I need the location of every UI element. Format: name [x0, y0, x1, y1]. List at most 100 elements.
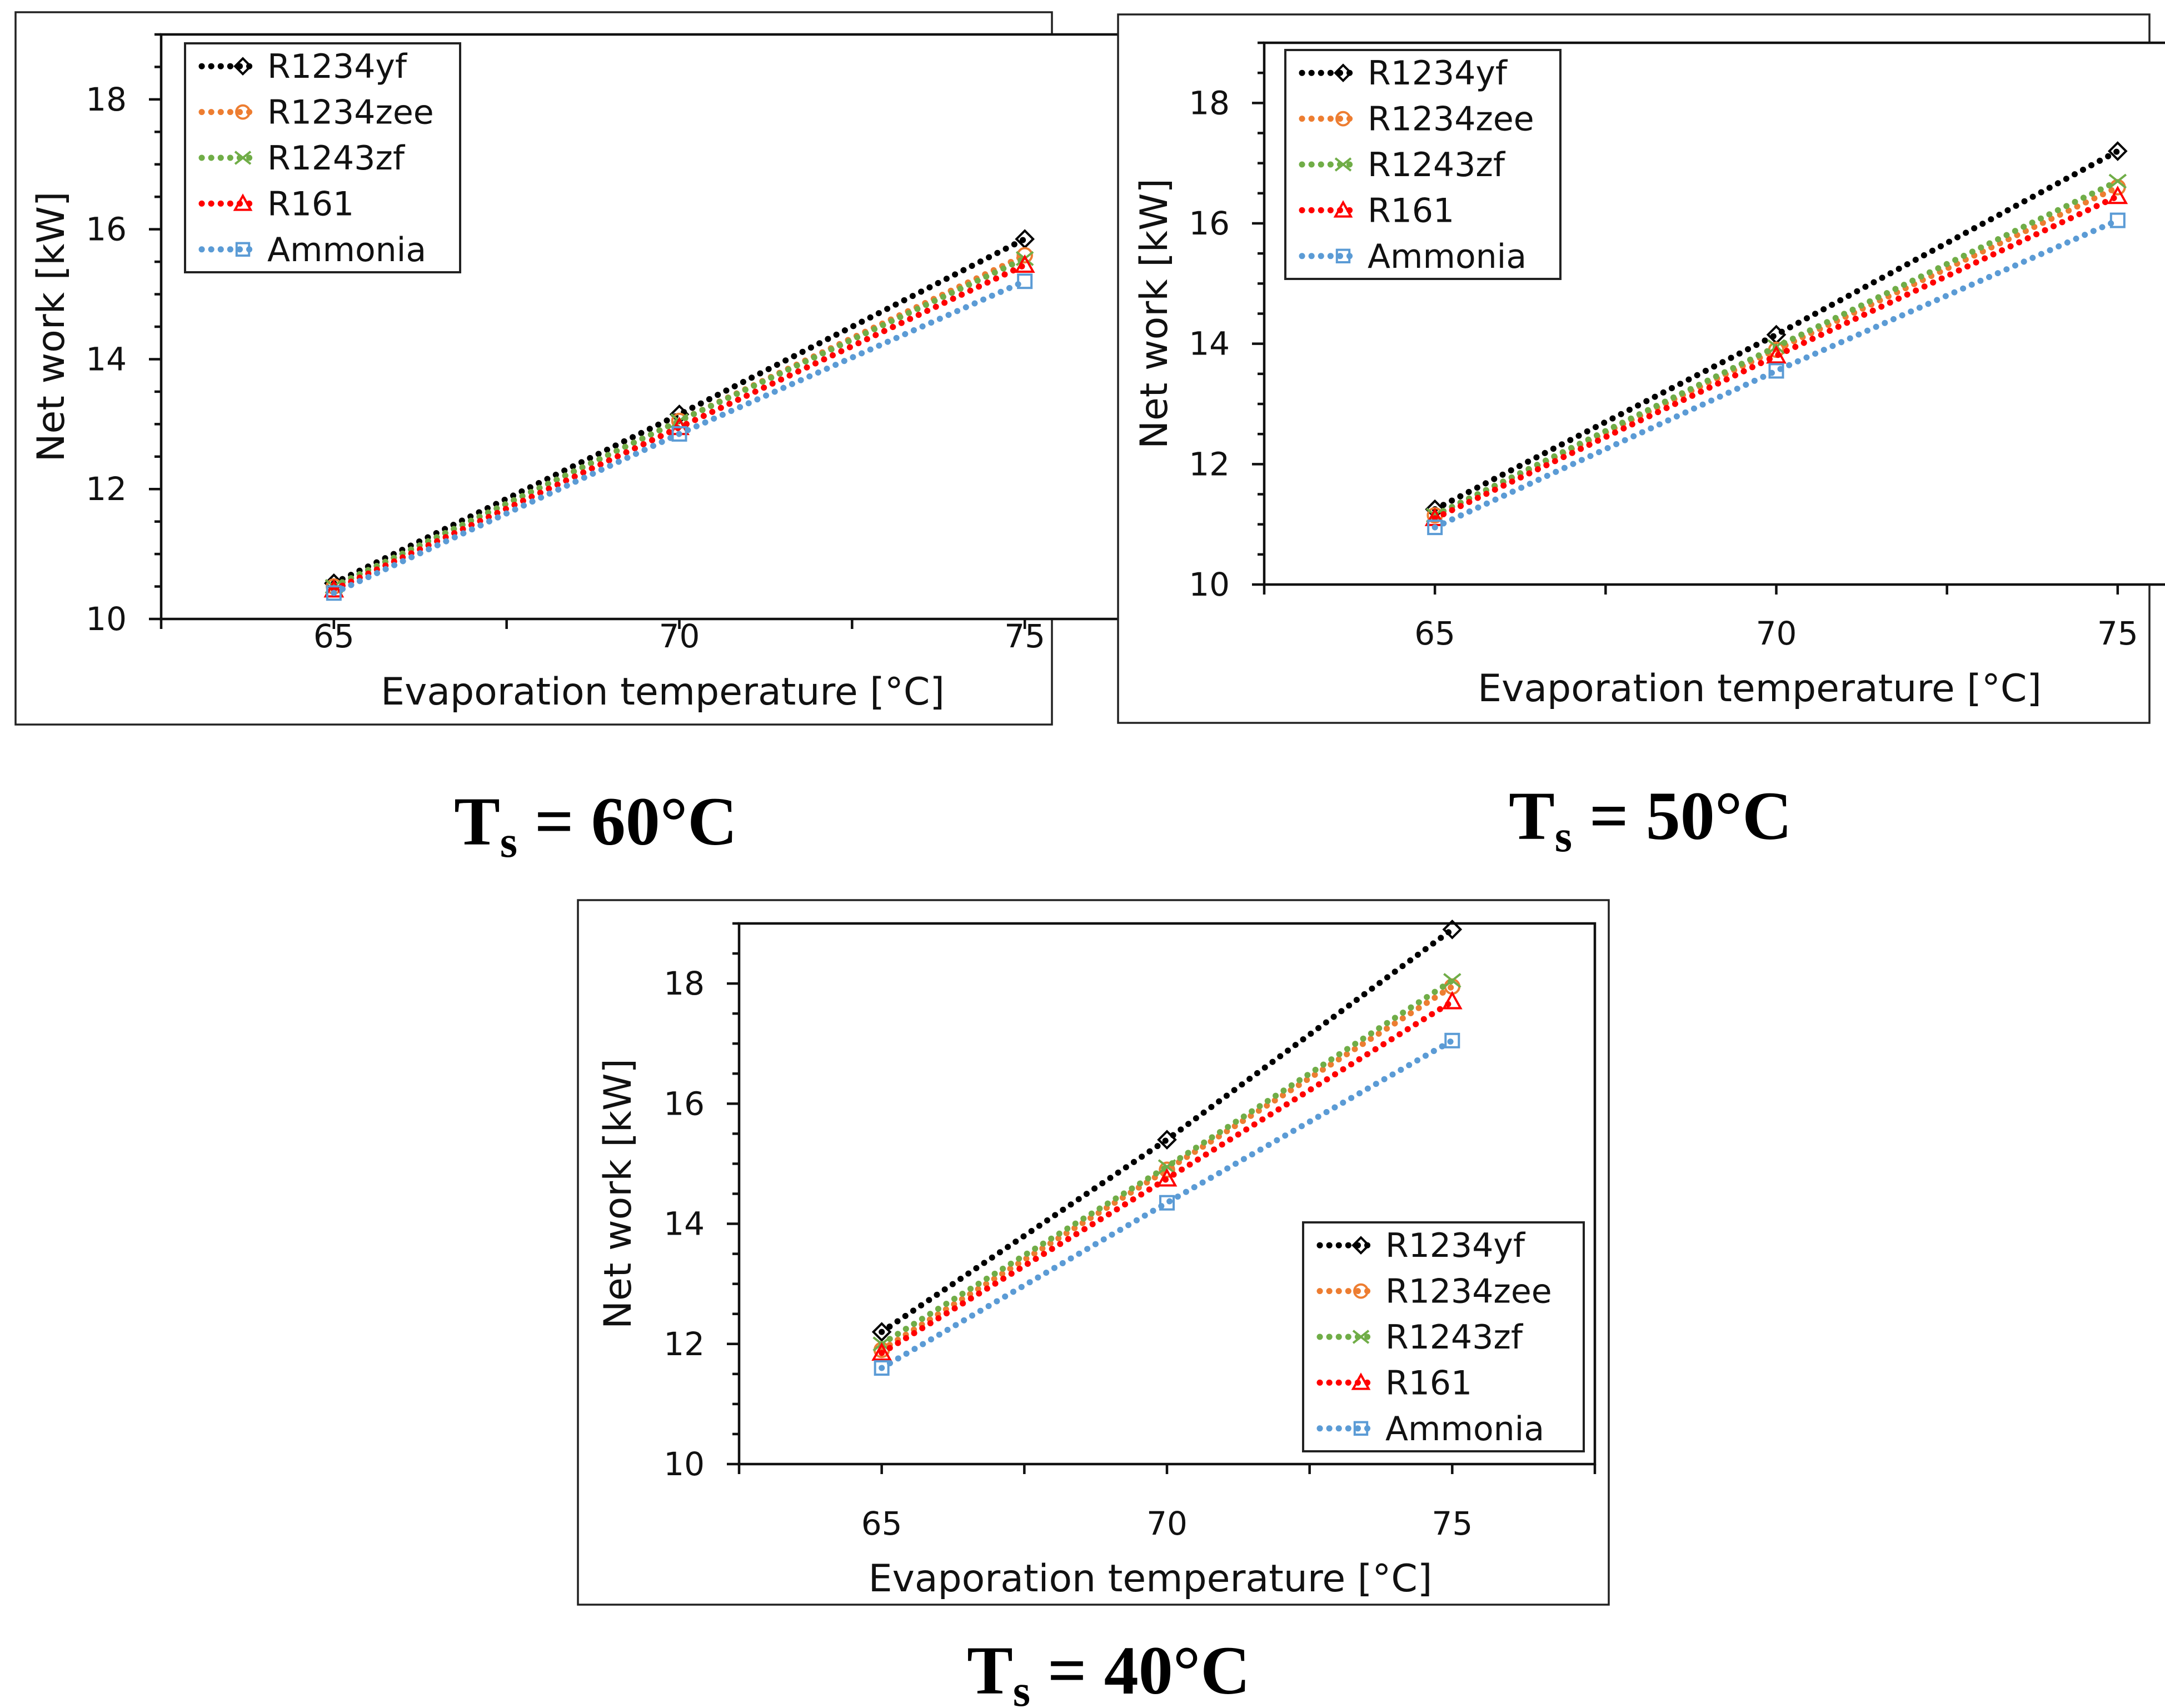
chart-3-ytick-label-16: 16: [664, 1085, 705, 1122]
chart-1-series-ammonia: [326, 273, 1033, 601]
chart-2-line-ammonia: [1431, 217, 2121, 531]
chart-1-caption: Ts = 60°C: [454, 783, 737, 867]
chart-1-legend-marker-r1234zee: [235, 104, 251, 120]
chart-2: 10 12 14 16 18 65 70 75 Evaporation temperature …: [1117, 13, 2165, 861]
chart-1-caption-value: = 60°C: [517, 783, 737, 860]
chart-3-point-r1234zee-70: [1159, 1161, 1175, 1178]
chart-3-ytick-label-12: 12: [664, 1325, 705, 1363]
chart-3-series-r161: [871, 991, 1463, 1361]
chart-3-point-r161-70: [1156, 1168, 1178, 1187]
chart-2-ytick-label-16: 16: [1189, 204, 1230, 242]
chart-1-legend-entry-r1243zf: R1243zf: [198, 139, 406, 178]
chart-2-xtick-label-70: 70: [1756, 615, 1797, 652]
chart-3-legend-label-ammonia: Ammonia: [1385, 1410, 1544, 1449]
chart-3: 10 12 14 16 18 65 70 75 Evaporation temperature …: [577, 899, 1610, 1708]
chart-3-point-ammonia-70: [1159, 1195, 1175, 1211]
chart-1-point-r161-75: [1014, 254, 1035, 273]
chart-2-point-r1243zf-75-stroke-b: [2108, 173, 2127, 189]
chart-3-legend-label-r1243zf: R1243zf: [1385, 1318, 1524, 1357]
chart-3-xtick-label-70: 70: [1146, 1505, 1188, 1542]
chart-1-legend-label-r1234zee: R1234zee: [267, 93, 434, 132]
chart-2-legend-entry-r1243zf: R1243zf: [1299, 146, 1506, 184]
chart-2-legend-marker-r161: [1333, 200, 1353, 218]
chart-2-ytick-label-10: 10: [1189, 566, 1230, 603]
chart-2-legend-entry-r1234zee: R1234zee: [1299, 100, 1534, 139]
chart-1-legend-label-r1243zf: R1243zf: [267, 139, 406, 178]
chart-2-point-r161-70: [1766, 345, 1787, 364]
chart-3-legend-label-r1234zee: R1234zee: [1385, 1272, 1552, 1311]
chart-3-line-r161: [879, 998, 1455, 1356]
chart-2-point-r1243zf-75: [2108, 173, 2127, 189]
chart-2-series-r161: [1424, 186, 2128, 526]
chart-2-point-r161-75: [2107, 186, 2128, 204]
chart-2-legend-label-r1243zf: R1243zf: [1368, 146, 1506, 184]
chart-1-legend-label-ammonia: Ammonia: [267, 231, 426, 269]
chart-2-caption-value: = 50°C: [1572, 778, 1792, 854]
chart-1-ylabel: Net work [kW]: [29, 192, 73, 462]
chart-1-legend-marker-r1243zf: [234, 151, 252, 165]
chart-1-point-ammonia-65: [326, 585, 342, 601]
chart-3-ytick-label-10: 10: [664, 1445, 705, 1483]
chart-2-ytick-label-18: 18: [1189, 84, 1230, 122]
chart-3-point-r1243zf-70: [1158, 1159, 1176, 1175]
chart-3-legend-entry-r1234zee: R1234zee: [1316, 1272, 1552, 1311]
chart-2-xtick-label-75: 75: [2097, 615, 2138, 652]
chart-2-series-ammonia: [1427, 212, 2126, 536]
chart-3-legend-label-r1234yf: R1234yf: [1385, 1226, 1526, 1265]
chart-1-xtick-label-65: 65: [313, 617, 355, 655]
chart-3-point-ammonia-65: [874, 1360, 890, 1376]
chart-2-legend-entry-ammonia: Ammonia: [1299, 237, 1527, 276]
chart-3-legend-entry-r1243zf: R1243zf: [1316, 1318, 1524, 1357]
chart-3-line-r1243zf: [879, 977, 1455, 1347]
chart-3-ytick-label-14: 14: [664, 1205, 705, 1243]
chart-3-caption: Ts = 40°C: [967, 1632, 1250, 1708]
chart-2-ylabel: Net work [kW]: [1133, 178, 1176, 449]
chart-1-point-r1234zee-75: [1016, 247, 1033, 264]
chart-2-xlabel: Evaporation temperature [°C]: [1478, 667, 2042, 711]
chart-3-series-r1234yf: [871, 919, 1463, 1342]
chart-1-legend: R1234yf R1234zee R1243zf R161 Ammonia: [184, 42, 461, 273]
chart-3-legend-marker-r161: [1351, 1372, 1371, 1390]
chart-1-point-ammonia-70: [671, 426, 687, 442]
chart-2-legend-marker-ammonia: [1335, 248, 1351, 264]
chart-2-point-r1234yf-75: [2108, 141, 2128, 161]
chart-1: 10 12 14 16 18 65 70 75 Evaporation temperature …: [14, 11, 1199, 867]
chart-3-ytick-label-18: 18: [664, 965, 705, 1002]
chart-3-point-r1234yf-75: [1442, 919, 1463, 940]
chart-3-xtick-label-65: 65: [861, 1505, 902, 1542]
chart-1-legend-label-r1234yf: R1234yf: [267, 47, 408, 86]
chart-1-xtick-label-70: 70: [659, 617, 700, 655]
chart-3-point-ammonia-75: [1444, 1032, 1460, 1048]
chart-1-legend-marker-ammonia: [235, 242, 251, 257]
chart-3-xlabel: Evaporation temperature [°C]: [869, 1557, 1433, 1601]
chart-2-xtick-label-65: 65: [1414, 615, 1455, 652]
chart-3-legend-marker-r1234yf: [1351, 1236, 1370, 1255]
chart-3-point-r161-75: [1441, 991, 1463, 1010]
chart-2-legend-label-r1234zee: R1234zee: [1368, 100, 1534, 139]
chart-2-caption: Ts = 50°C: [1509, 778, 1792, 861]
chart-2-legend-marker-r1243zf: [1334, 157, 1352, 172]
chart-3-caption-sub: s: [1013, 1667, 1030, 1708]
chart-1-ytick-label-16: 16: [86, 211, 127, 248]
chart-1-line-ammonia: [331, 278, 1028, 596]
chart-2-legend-entry-r161: R161: [1299, 191, 1454, 230]
chart-3-line-r1234yf: [879, 926, 1455, 1335]
chart-1-ytick-label-10: 10: [86, 600, 127, 638]
chart-2-point-ammonia-75: [2109, 212, 2126, 228]
chart-2-legend-label-r1234yf: R1234yf: [1368, 54, 1508, 93]
chart-2-legend-marker-r1234zee: [1335, 111, 1351, 127]
chart-1-legend-marker-r1234yf: [233, 57, 252, 76]
chart-3-ylabel: Net work [kW]: [596, 1058, 640, 1329]
chart-1-xtick-label-75: 75: [1004, 617, 1045, 655]
chart-2-ytick-label-14: 14: [1189, 325, 1230, 363]
chart-1-caption-sub: s: [500, 818, 517, 867]
chart-2-legend-marker-r1234yf: [1334, 63, 1353, 83]
chart-3-legend-entry-r1234yf: R1234yf: [1316, 1226, 1526, 1265]
chart-3-legend-entry-r161: R161: [1316, 1364, 1472, 1402]
chart-3-legend-marker-r1243zf-stroke-b: [1352, 1330, 1370, 1344]
chart-3-point-r1243zf-75-stroke-b: [1443, 973, 1461, 988]
chart-3-point-r1243zf-70-stroke-b: [1158, 1159, 1176, 1175]
chart-3-caption-t: T: [967, 1632, 1013, 1708]
chart-1-legend-marker-r161: [233, 193, 253, 211]
